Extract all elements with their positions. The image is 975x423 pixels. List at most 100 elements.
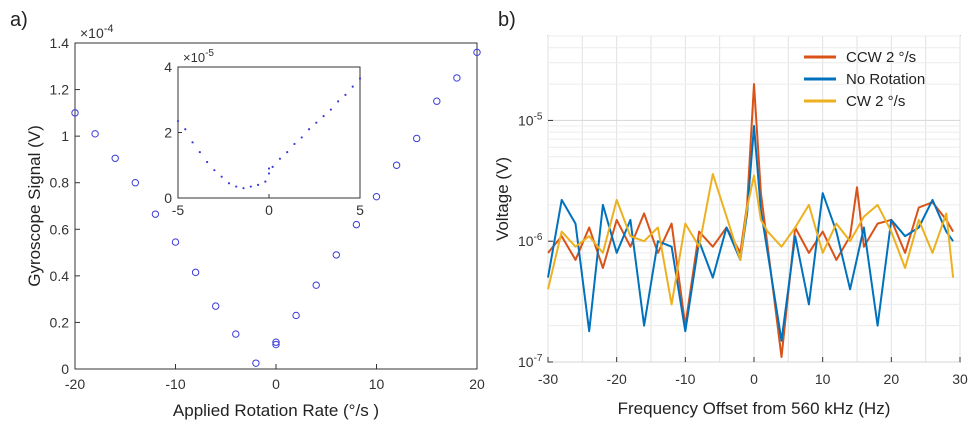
inset-xtick-label: 5 [356,202,364,218]
panel-a-xtick-label: 10 [369,376,385,392]
panel-a-data-point [232,330,240,338]
inset-data-point [278,157,282,160]
panel-a-data-point [151,210,160,218]
panel-a-data-point [272,338,280,346]
inset-data-point [227,182,231,185]
panel-a-xtick-label: -10 [165,376,185,392]
panel-a-ytick-label: 0.2 [50,314,70,330]
panel-a-data-point [71,109,79,117]
inset-data-point [184,128,187,131]
panel-a-data-point [191,268,200,277]
panel-a-data-point [312,281,320,289]
panel-b-xtick-label: 20 [884,371,900,387]
panel-b-xtick-label: 10 [815,371,831,387]
panel-a-exponent-base: ×10 [80,25,104,41]
panel-b-ytick-power: -6 [534,232,543,243]
inset-data-point [198,151,201,154]
inset-data-point [351,85,354,88]
panel-b-ytick-base: 10 [518,354,534,370]
panel-a-ytick-label: 0.4 [50,268,70,284]
panel-b-xtick-label: -10 [675,371,695,387]
panel-a-data-point [292,311,300,320]
inset-data-point [264,180,267,183]
panel-a-data-point [212,302,220,310]
inset-ytick-label: 4 [164,59,172,75]
inset-data-point [176,119,180,123]
inset-data-point [191,141,194,144]
panel-a-ytick-label: 0.6 [50,221,70,237]
inset-exponent-base: ×10 [183,50,205,65]
panel-a-data-point [372,192,381,201]
panel-a-exponent: ×10-4 [80,23,114,41]
panel-b-series-line-2 [547,173,955,306]
panel-b-ytick-label: 10-5 [518,111,543,128]
panel-b-series-lines [547,83,955,358]
panel-b-ytick-label: 10-6 [518,232,543,249]
panel-a-data-point [413,134,421,143]
panel-a-data-point [332,251,340,259]
inset-data-point [315,121,318,124]
inset-data-point [220,175,223,178]
panel-b-label: b) [498,9,516,31]
inset-xtick-label: -5 [172,202,185,218]
panel-a-ytick-label: 1.4 [50,35,70,51]
inset-data-point [358,77,362,80]
panel-a-exponent-power: -4 [104,23,114,35]
panel-a-data-point [171,238,180,246]
panel-a-ytick-label: 1.2 [50,82,70,98]
panel-a-data-point [131,179,140,187]
inset-data-point [286,151,289,154]
inset-data-point [249,185,252,188]
panel-a-ytick-label: 0 [61,361,69,377]
inset-data-point [267,172,271,175]
panel-a-xtick-label: 0 [272,376,280,392]
inset-data-point [271,165,274,168]
panel-b-xtick-label: -30 [538,371,558,387]
panel-b-xtick-label: 30 [952,371,968,387]
panel-a-xtick-label: -20 [65,376,85,392]
panel-a-data-point [473,48,481,57]
panel-a-xtick-label: 20 [469,376,485,392]
panel-b-ytick-base: 10 [518,112,534,128]
inset-data-point [329,108,332,111]
inset-data-point [213,169,216,172]
panel-b-grid [547,35,961,363]
panel-a-data-point [91,130,99,138]
panel-a-ylabel: Gyroscope Signal (V) [25,125,44,287]
panel-a-ytick-label: 0.8 [50,175,70,191]
panel-a: a) ×10-4 -20 -10 0 10 2000.20.40.60.811.21.4… [10,9,485,420]
panel-a-data-points [71,48,481,367]
panel-a-data-point [252,359,260,367]
panel-b-xtick-label: -20 [607,371,627,387]
panel-b-ytick-label: 10-7 [518,353,543,370]
inset-data-point [235,185,238,188]
panel-a-xlabel: Applied Rotation Rate (°/s ) [173,401,379,420]
inset-data-point [293,142,296,146]
panel-a-data-point [392,161,401,169]
panel-b-ylabel: Voltage (V) [493,157,512,241]
panel-a-data-point [111,154,119,162]
inset-data-point [242,187,245,190]
panel-a-label: a) [10,9,28,31]
inset-data-point [256,183,260,186]
inset-ytick-label: 2 [164,125,172,141]
inset-data-points [176,77,362,190]
panel-b-ytick-power: -7 [534,353,543,364]
inset-data-point [307,128,311,131]
legend-label: CCW 2 °/s [846,49,916,66]
inset-exponent: ×10-5 [183,48,214,65]
inset-data-point [337,100,340,103]
panel-b-ytick-power: -5 [534,111,543,122]
inset-exponent-power: -5 [205,48,214,59]
panel-a-data-point [272,340,280,349]
panel-b-xlabel: Frequency Offset from 560 kHz (Hz) [618,399,891,418]
panel-b-series-line-1 [547,125,954,342]
inset-data-point [344,93,347,96]
inset-xtick-label: 0 [265,202,273,218]
panel-a-data-point [433,97,441,105]
